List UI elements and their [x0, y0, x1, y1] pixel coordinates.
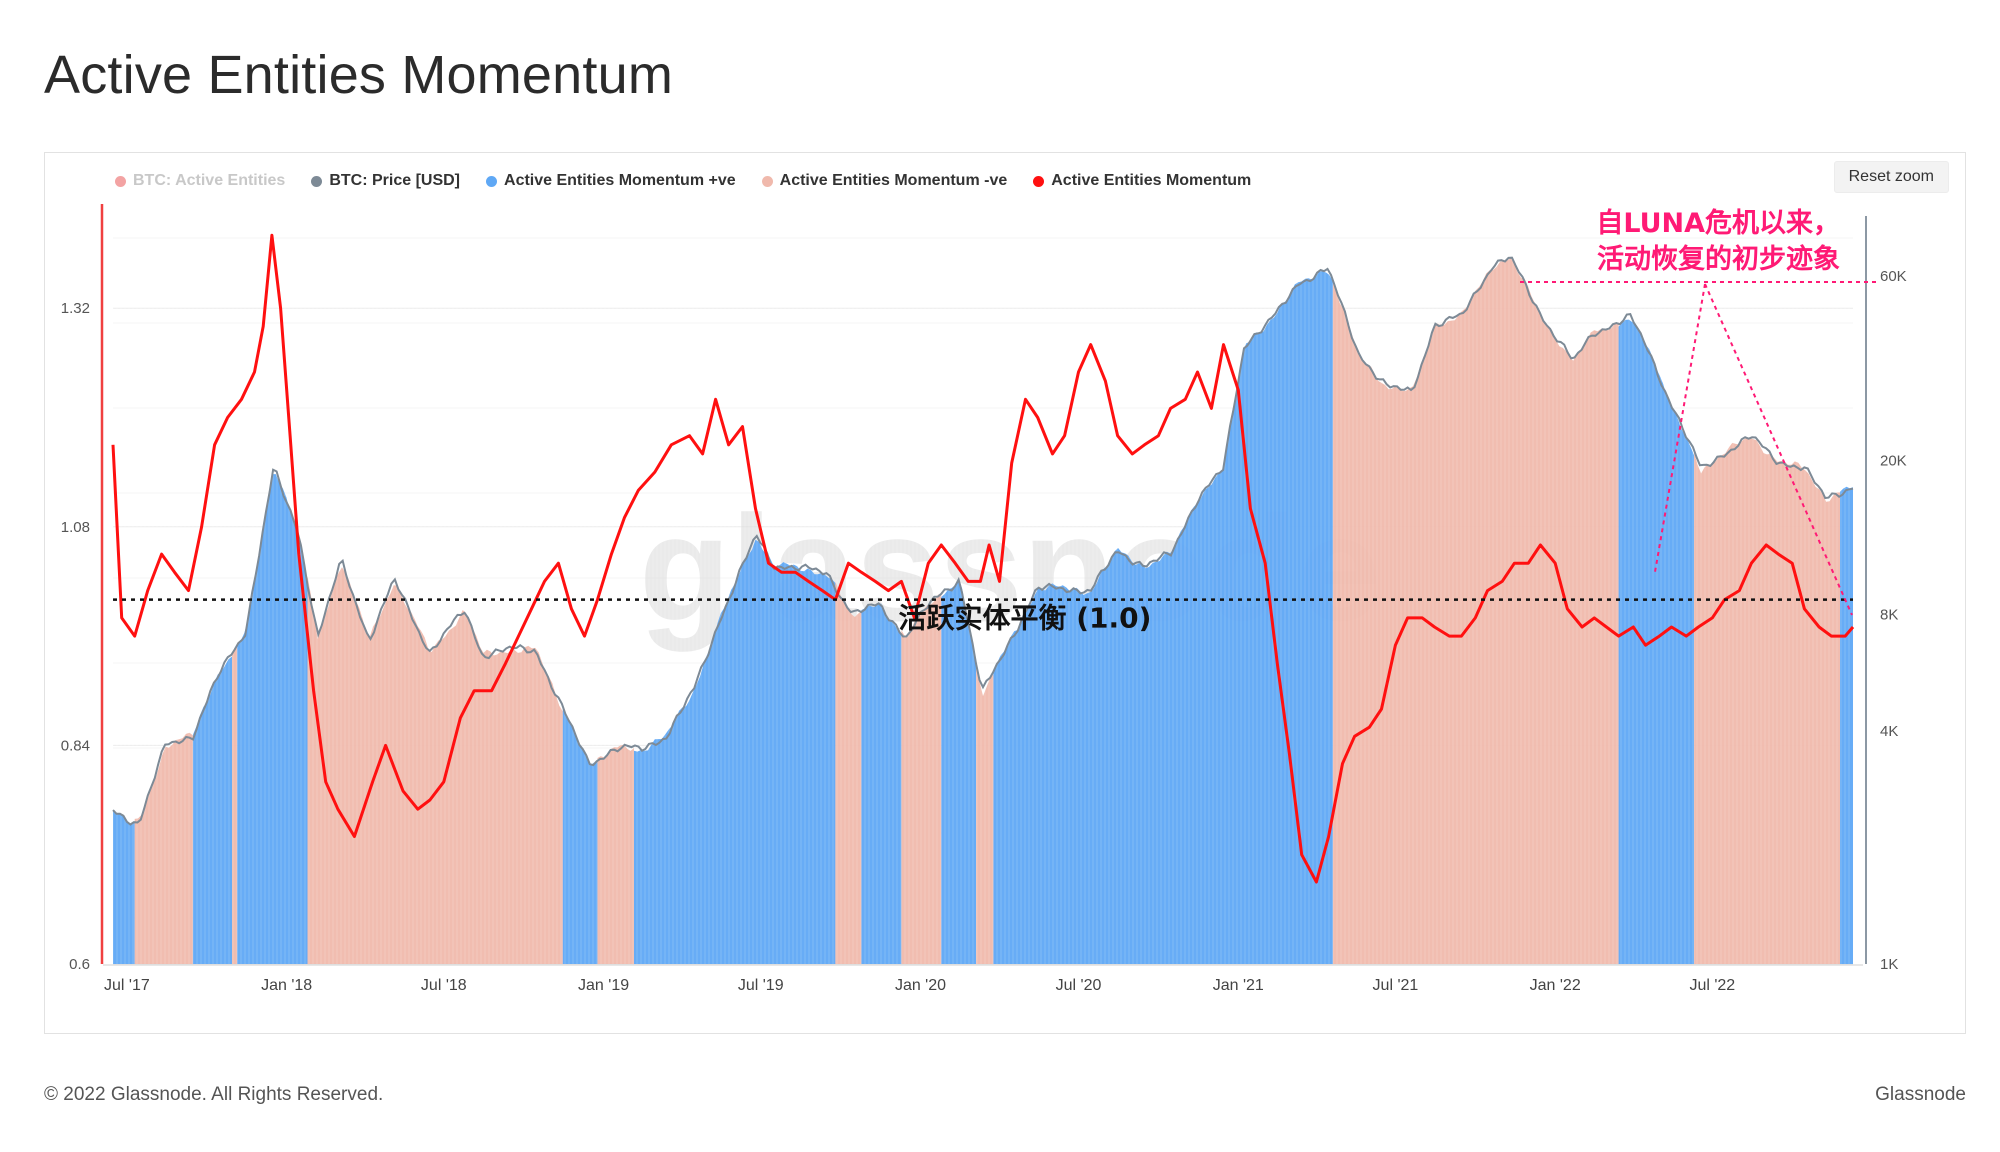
legend-item[interactable]: Active Entities Momentum +ve [486, 172, 736, 190]
legend-item[interactable]: BTC: Price [USD] [311, 172, 460, 190]
y-tick-label: 0.6 [69, 956, 90, 973]
momentum-positive-area [1618, 319, 1695, 965]
x-tick-label: Jan '19 [578, 977, 629, 994]
momentum-negative-area [1694, 437, 1840, 964]
y-axis-right-labels: 1K 4K 8K 20K 60K [1880, 268, 1907, 973]
legend-dot [486, 175, 498, 187]
annotation-line-2: 活动恢复的初步迹象 [1597, 243, 1840, 275]
chart-legend: BTC: Active Entities BTC: Price [USD] Acti… [115, 169, 1251, 193]
y-right-tick-label: 20K [1880, 453, 1907, 470]
momentum-positive-area [192, 656, 232, 964]
momentum-negative-area [597, 744, 634, 964]
legend-label: BTC: Price [USD] [329, 172, 461, 189]
momentum-negative-area [307, 567, 563, 964]
momentum-positive-area [562, 708, 598, 964]
legend-dot [115, 175, 126, 187]
balance-label: 活跃实体平衡 (1.0) [899, 602, 1152, 635]
y-tick-label: 1.08 [61, 519, 90, 536]
legend-item[interactable]: BTC: Active Entities [115, 172, 285, 190]
momentum-negative-area [232, 646, 238, 964]
annotation-dash-left [1654, 283, 1706, 573]
x-tick-label: Jan '18 [261, 977, 312, 994]
momentum-negative-area [1332, 258, 1619, 964]
page-title: Active Entities Momentum [44, 45, 674, 105]
reset-zoom-button[interactable]: Reset zoom [1833, 161, 1949, 193]
x-tick-label: Jan '21 [1213, 977, 1264, 994]
y-right-tick-label: 1K [1880, 956, 1898, 973]
legend-item[interactable]: Active Entities Momentum -ve [761, 172, 1008, 190]
momentum-positive-area [634, 539, 836, 964]
momentum-regime-areas [113, 258, 1853, 965]
momentum-negative-area [134, 732, 193, 964]
x-tick-label: Jan '20 [895, 977, 946, 994]
y-axis-left-labels: 0.6 0.84 1.08 1.32 [61, 300, 90, 973]
x-tick-label: Jul '19 [738, 977, 784, 994]
momentum-positive-area [237, 474, 308, 964]
momentum-negative-area [976, 659, 994, 964]
x-axis-labels: Jul '17 Jan '18 Jul '18 Jan '19 Jul '19 Jan '… [104, 977, 1735, 994]
legend-dot [761, 175, 773, 187]
y-right-tick-label: 60K [1880, 268, 1907, 285]
annotation-line-1: 自LUNA危机以来， [1596, 207, 1840, 239]
area-texture [112, 208, 1850, 964]
legend-label: BTC: Active Entities [133, 172, 286, 189]
legend-label: Active Entities Momentum -ve [779, 172, 1008, 189]
x-tick-label: Jul '17 [104, 977, 150, 994]
legend-item[interactable]: Active Entities Momentum [1033, 172, 1251, 190]
momentum-positive-area [941, 578, 977, 964]
momentum-positive-area [113, 810, 135, 964]
x-tick-label: Jul '22 [1689, 977, 1735, 994]
luna-annotation: 自LUNA危机以来， 活动恢复的初步迹象 [1520, 207, 1880, 616]
chart-container: BTC: Active Entities BTC: Price [USD] Acti… [44, 152, 1966, 1034]
momentum-positive-area [1840, 486, 1853, 964]
x-tick-label: Jul '18 [421, 977, 467, 994]
footer-brand: Glassnode [1875, 1084, 1966, 1105]
momentum-negative-area [835, 582, 862, 964]
legend-label: Active Entities Momentum [1051, 172, 1252, 189]
legend-dot [311, 175, 323, 187]
y-tick-label: 0.84 [61, 737, 90, 754]
momentum-positive-area [861, 603, 902, 964]
legend-label: Active Entities Momentum +ve [504, 172, 736, 189]
legend-dot [1033, 175, 1045, 187]
momentum-line [111, 233, 1855, 884]
momentum-positive-area [993, 271, 1333, 965]
x-tick-label: Jan '22 [1530, 977, 1581, 994]
x-tick-label: Jul '21 [1373, 977, 1419, 994]
x-tick-label: Jul '20 [1056, 977, 1102, 994]
y-tick-label: 1.32 [61, 300, 90, 317]
y-right-tick-label: 8K [1880, 607, 1898, 624]
y-right-tick-label: 4K [1880, 723, 1898, 740]
price-line [112, 256, 1854, 826]
momentum-negative-area [901, 593, 942, 964]
footer-copyright: © 2022 Glassnode. All Rights Reserved. [44, 1084, 384, 1105]
